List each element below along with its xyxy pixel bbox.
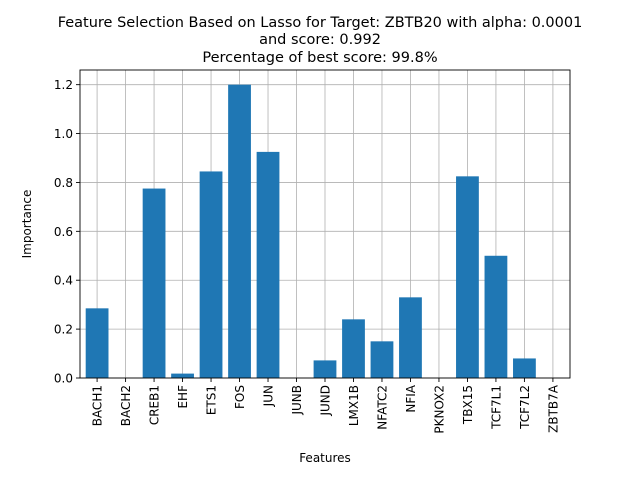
y-tick-label: 0.2 [54,323,73,337]
x-tick-label: PKNOX2 [432,385,446,434]
x-tick-label: TCF7L2 [518,385,532,430]
x-tick-label: ETS1 [205,385,219,415]
y-tick-label: 0.0 [54,372,73,386]
bar-ehf [171,373,194,378]
chart-title: Feature Selection Based on Lasso for Tar… [58,15,583,66]
y-tick-label: 0.6 [54,225,73,239]
y-tick-label: 1.0 [54,127,73,141]
y-tick-label: 1.2 [54,78,73,92]
y-tick-label: 0.8 [54,176,73,190]
x-tick-label: TCF7L1 [489,385,503,430]
bar-lmx1b [342,319,365,378]
y-axis-ticks: 0.0 0.2 0.4 0.6 0.8 1.0 1.2 [54,78,80,386]
x-tick-label: JUN [262,385,276,407]
bar-jun [256,151,280,378]
bar-jund [313,360,337,378]
bar-bach1 [85,308,109,378]
x-tick-label: TBX15 [461,385,475,425]
bar-tcf7l2 [513,358,536,378]
x-axis-label: Features [299,451,351,465]
bar-nfia [399,297,422,378]
x-tick-label: FOS [233,385,247,409]
bar-creb1 [142,188,166,378]
x-tick-label: BACH1 [91,385,105,426]
bar-tcf7l1 [484,255,508,378]
bars [85,84,536,379]
y-tick-label: 0.4 [54,274,73,288]
bar-fos [228,84,251,379]
x-axis-ticks: BACH1 BACH2 CREB1 EHF ETS1 FOS JUN JUNB JUND LMX1… [91,378,560,434]
bar-tbx15 [456,176,479,378]
x-tick-label: NFATC2 [375,385,389,430]
x-tick-label: EHF [176,385,190,409]
x-tick-label: JUNB [290,385,304,416]
x-tick-label: ZBTB7A [546,384,560,433]
bar-nfatc2 [370,341,394,378]
y-axis-label: Importance [20,190,34,259]
x-tick-label: NFIA [404,384,418,412]
x-tick-label: LMX1B [347,385,361,426]
x-tick-label: CREB1 [148,385,162,425]
bar-ets1 [199,171,223,378]
x-tick-label: JUND [319,385,333,417]
title-line: Feature Selection Based on Lasso for Tar… [58,15,583,31]
title-line: Percentage of best score: 99.8% [202,50,437,66]
title-line: and score: 0.992 [259,32,381,48]
x-tick-label: BACH2 [119,385,133,426]
